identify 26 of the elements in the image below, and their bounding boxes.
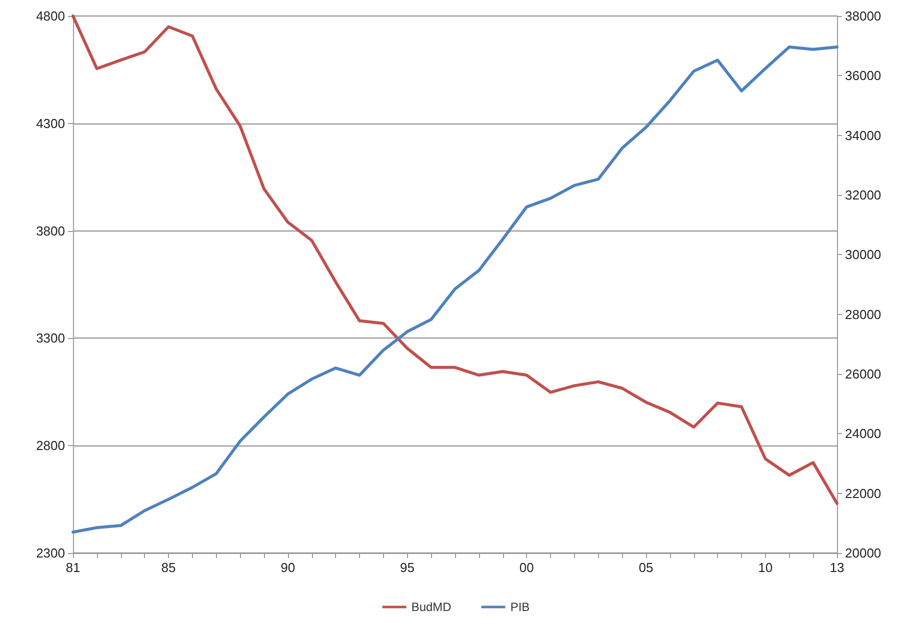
x-tick-label: 95 — [400, 560, 414, 575]
y-tick-label: 2800 — [36, 438, 65, 454]
x-tick-label: 81 — [66, 560, 80, 575]
y2-tick-label: 24000 — [845, 426, 882, 442]
y-tick-label: 3300 — [36, 330, 65, 346]
y-tick-label: 3800 — [36, 223, 65, 238]
y2-tick-label: 26000 — [845, 366, 882, 382]
y2-tick-label: 22000 — [845, 486, 882, 501]
y2-tick-label: 28000 — [845, 306, 882, 322]
legend-label: PIB — [510, 600, 530, 614]
x-tick-label: 10 — [758, 560, 773, 575]
x-tick-label: 90 — [280, 560, 296, 575]
y-tick-label: 2300 — [36, 546, 65, 560]
x-tick-label: 05 — [638, 560, 654, 575]
y2-tick-label: 30000 — [845, 247, 882, 262]
y2-tick-label: 36000 — [845, 68, 882, 84]
y-tick-label: 4300 — [36, 116, 65, 131]
y2-tick-label: 38000 — [845, 8, 882, 24]
x-tick-label: 13 — [830, 560, 844, 575]
legend-label: BudMD — [411, 600, 452, 614]
y2-tick-label: 20000 — [845, 546, 882, 560]
y2-tick-label: 34000 — [845, 128, 882, 143]
y-tick-label: 4800 — [36, 8, 65, 24]
x-tick-label: 00 — [519, 560, 534, 575]
y2-tick-label: 32000 — [845, 188, 882, 202]
x-tick-label: 85 — [161, 560, 176, 575]
